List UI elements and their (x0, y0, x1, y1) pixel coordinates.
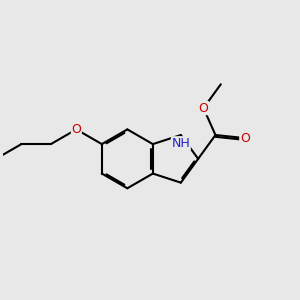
Text: O: O (240, 132, 250, 145)
Text: O: O (71, 123, 81, 136)
Text: NH: NH (172, 137, 190, 150)
Text: O: O (199, 102, 208, 115)
